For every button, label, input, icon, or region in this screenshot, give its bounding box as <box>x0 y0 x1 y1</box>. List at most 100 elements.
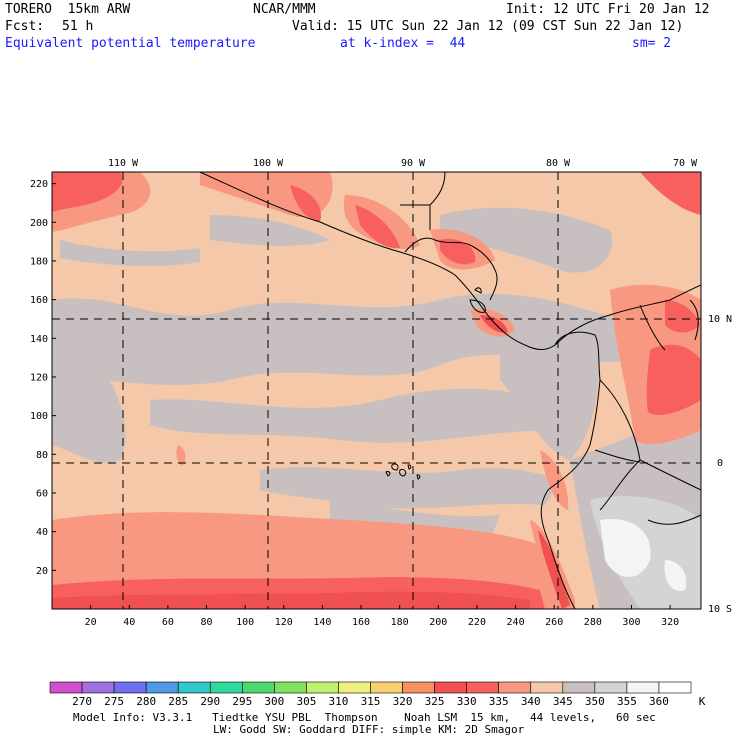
coastline <box>400 172 446 230</box>
coastlines <box>199 172 701 609</box>
x-tick-label: 40 <box>123 617 135 628</box>
colorbar-label: 325 <box>425 695 445 708</box>
longitude-label: 110 W <box>108 158 139 169</box>
colorbar-swatch <box>274 681 307 694</box>
y-tick-label: 60 <box>36 488 48 499</box>
field-region <box>440 238 476 265</box>
colorbar-swatch <box>49 681 83 694</box>
x-tick-label: 320 <box>661 617 679 628</box>
y-tick-label: 180 <box>30 256 48 267</box>
colorbar-swatch <box>626 681 660 694</box>
coastline <box>385 463 421 480</box>
colorbar-label: 330 <box>457 695 477 708</box>
field-region <box>665 300 700 333</box>
x-tick-label: 220 <box>468 617 486 628</box>
x-tick-label: 200 <box>429 617 447 628</box>
colorbar-label: 280 <box>136 695 156 708</box>
colorbar-swatch <box>594 681 628 694</box>
colorbar: 270 275 280 285 290 295 300 305 310 315 320 325 330 3… <box>49 681 706 708</box>
field-region <box>664 560 687 591</box>
colorbar-label: 340 <box>521 695 541 708</box>
field-region <box>355 205 400 249</box>
y-tick-label: 20 <box>36 566 48 577</box>
colorbar-label: 315 <box>361 695 381 708</box>
colorbar-label: 295 <box>232 695 252 708</box>
field-region <box>538 530 570 609</box>
colorbar-label: 360 <box>649 695 669 708</box>
colorbar-swatch <box>113 681 147 694</box>
x-tick-label: 260 <box>545 617 563 628</box>
level-info: at k-index = 44 <box>340 36 466 51</box>
colorbar-swatch <box>530 681 564 694</box>
theta-e-field <box>52 172 701 609</box>
y-tick-label: 200 <box>30 218 48 229</box>
colorbar-swatch <box>81 681 115 694</box>
x-tick-label: 60 <box>162 617 174 628</box>
x-tick-label: 280 <box>584 617 602 628</box>
field-region <box>52 591 530 609</box>
latitude-label: 0 <box>717 458 723 469</box>
x-tick-label: 180 <box>391 617 409 628</box>
longitude-label: 70 W <box>673 158 698 169</box>
forecast-label: Fcst: <box>5 19 45 34</box>
coastline <box>554 284 701 346</box>
x-tick-label: 160 <box>352 617 370 628</box>
x-tick-label: 240 <box>507 617 525 628</box>
coastline <box>594 449 641 463</box>
valid-time: Valid: 15 UTC Sun 22 Jan 12 (09 CST Sun … <box>292 19 684 34</box>
coastline <box>469 299 486 313</box>
colorbar-swatch <box>658 681 692 694</box>
colorbar-swatch <box>466 681 499 694</box>
y-tick-label: 220 <box>30 179 48 190</box>
longitude-label: 90 W <box>401 158 426 169</box>
plot-frame <box>51 171 702 610</box>
colorbar-label: 350 <box>585 695 605 708</box>
colorbar-swatch <box>498 681 532 694</box>
field-region <box>646 344 701 415</box>
colorbar-label: 275 <box>104 695 124 708</box>
colorbar-swatch <box>306 681 339 694</box>
colorbar-swatch <box>370 681 403 694</box>
x-tick-label: 120 <box>275 617 293 628</box>
latitude-label: 10 N <box>708 314 732 325</box>
field-region <box>60 240 200 267</box>
coastline <box>639 299 699 351</box>
latitude-label: 10 S <box>708 604 732 615</box>
y-tick-label: 40 <box>36 527 48 538</box>
model-title: TORERO 15km ARW <box>5 2 131 17</box>
colorbar-swatch <box>145 681 179 694</box>
field-region <box>52 172 123 212</box>
x-tick-label: 300 <box>622 617 640 628</box>
colorbar-label: 345 <box>553 695 573 708</box>
y-tick-label: 80 <box>36 450 48 461</box>
colorbar-unit: K <box>699 695 706 708</box>
graticule <box>52 172 701 609</box>
coastline <box>474 287 482 294</box>
y-tick-label: 140 <box>30 334 48 345</box>
x-tick-label: 140 <box>313 617 331 628</box>
colorbar-swatch <box>177 681 211 694</box>
x-tick-label: 100 <box>236 617 254 628</box>
x-tick-label: 80 <box>201 617 213 628</box>
model-info-line: Model Info: V3.3.1 Tiedtke YSU PBL Thomp… <box>73 711 656 724</box>
colorbar-swatch <box>434 681 467 694</box>
field-region <box>176 445 186 466</box>
colorbar-label: 270 <box>72 695 92 708</box>
y-tick-label: 120 <box>30 372 48 383</box>
y-tick-label: 100 <box>30 411 48 422</box>
field-region <box>600 519 651 577</box>
coastline <box>404 237 498 301</box>
field-region <box>540 450 569 510</box>
forecast-hour: 51 h <box>62 19 94 34</box>
init-time: Init: 12 UTC Fri 20 Jan 12 <box>506 2 710 17</box>
colorbar-label: 300 <box>264 695 284 708</box>
colorbar-swatch <box>209 681 243 694</box>
field-region <box>640 172 701 215</box>
smoothing-info: sm= 2 <box>632 36 672 51</box>
field-region <box>210 215 330 246</box>
colorbar-label: 335 <box>489 695 509 708</box>
coastline <box>599 379 701 525</box>
colorbar-label: 290 <box>200 695 220 708</box>
colorbar-label: 355 <box>617 695 637 708</box>
